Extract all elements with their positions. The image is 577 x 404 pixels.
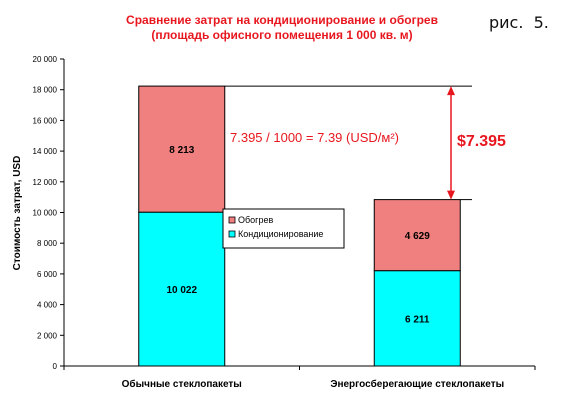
figure-label: рис. 5. (489, 13, 549, 32)
data-label: 8 213 (169, 145, 194, 156)
y-tick-label: 2 000 (37, 331, 58, 340)
legend-swatch (228, 216, 236, 224)
bar-segment (138, 211, 226, 367)
legend-label: Кондиционирование (238, 229, 323, 239)
y-tick-label: 16 000 (33, 116, 58, 125)
y-tick-label: 14 000 (33, 147, 58, 156)
chart-subtitle: (площадь офисного помещения 1 000 кв. м) (151, 28, 412, 42)
legend-box (222, 208, 345, 249)
legend-label: Обогрев (238, 215, 273, 225)
y-axis-label: Стоимость затрат, USD (12, 156, 23, 271)
chart-title: Сравнение затрат на кондиционирование и … (126, 13, 438, 27)
y-tick-label: 20 000 (33, 55, 58, 64)
legend: Обогрев Кондиционирование (222, 208, 345, 249)
data-label: 10 022 (166, 285, 197, 296)
y-tick-label: 10 000 (33, 209, 58, 218)
data-label: 4 629 (405, 231, 430, 242)
y-tick-label: 0 (53, 362, 58, 371)
data-label: 6 211 (405, 314, 430, 325)
y-tick-label: 18 000 (33, 86, 58, 95)
bar-segment (138, 85, 226, 213)
y-tick-label: 4 000 (37, 301, 58, 310)
y-tick-label: 6 000 (37, 270, 58, 279)
bars: 10 022 8 213 6 211 4 629 (138, 85, 461, 367)
formula-annotation: 7.395 / 1000 = 7.39 (USD/м²) (230, 130, 399, 145)
difference-annotation: $7.395 (457, 133, 506, 150)
y-tick-label: 12 000 (33, 178, 58, 187)
category-label: Энергосберегающие стеклопакеты (330, 378, 504, 390)
arrow-head-down (447, 190, 455, 200)
annotations: 7.395 / 1000 = 7.39 (USD/м²) $7.395 (224, 85, 506, 201)
legend-swatch (228, 230, 236, 238)
category-labels: Обычные стеклопакеты Энергосберегающие ст… (122, 378, 505, 390)
bar-segment (373, 199, 461, 272)
arrow-head-up (447, 86, 455, 96)
y-tick-label: 8 000 (37, 239, 58, 248)
bar-segment (373, 270, 461, 367)
category-label: Обычные стеклопакеты (122, 378, 242, 390)
